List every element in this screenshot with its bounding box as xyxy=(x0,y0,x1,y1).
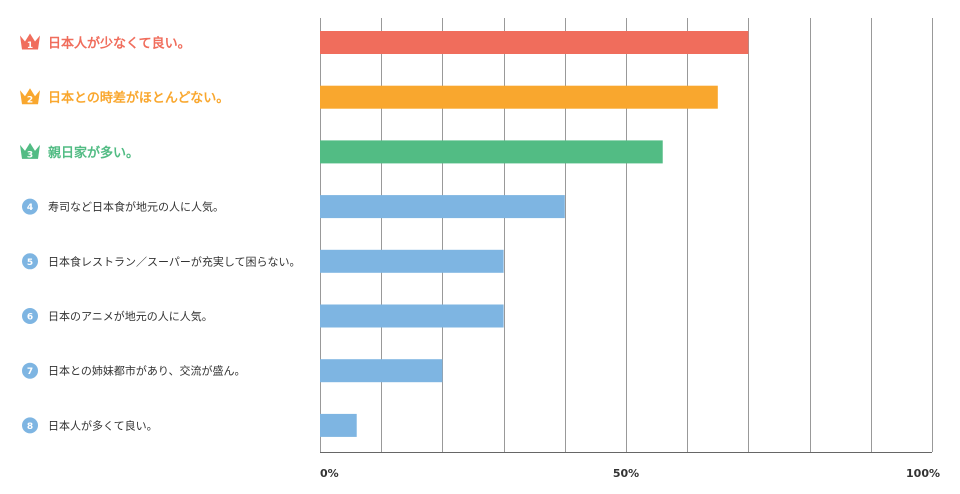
bar-4 xyxy=(320,195,565,219)
bars xyxy=(320,31,749,437)
rank-number: 1 xyxy=(27,41,33,51)
rank-circle-icon: 4 xyxy=(22,198,38,215)
crown-icon: 2 xyxy=(20,88,40,106)
bar-5 xyxy=(320,249,504,273)
rank-number: 3 xyxy=(27,150,33,160)
rank-number: 7 xyxy=(27,367,33,377)
category-label-3: 親日家が多い。 xyxy=(48,145,139,161)
rank-number: 5 xyxy=(27,258,33,268)
gridlines xyxy=(320,18,933,453)
category-label-6: 日本のアニメが地元の人に人気。 xyxy=(48,309,213,323)
rank-circle-icon: 8 xyxy=(22,417,38,434)
rank-circle-icon: 5 xyxy=(22,253,38,270)
bar-1 xyxy=(320,31,749,54)
category-label-1: 日本人が少なくて良い。 xyxy=(48,36,191,52)
rank-number: 8 xyxy=(27,422,33,432)
crown-icon: 3 xyxy=(20,142,40,160)
bar-8 xyxy=(320,413,357,437)
bar-2 xyxy=(320,85,718,109)
x-tick-label-0: 0% xyxy=(320,467,339,480)
rank-circle-icon: 6 xyxy=(22,308,38,324)
category-label-5: 日本食レストラン／スーパーが充実して困らない。 xyxy=(48,254,301,268)
crown-icon: 1 xyxy=(20,33,40,51)
rank-circle-icon: 7 xyxy=(22,362,38,379)
category-label-8: 日本人が多くて良い。 xyxy=(48,418,158,432)
bar-7 xyxy=(320,359,443,383)
category-label-2: 日本との時差がほとんどない。 xyxy=(48,90,229,106)
x-axis-ticks: 0% 50% 100% xyxy=(320,467,940,480)
x-tick-label-50: 50% xyxy=(613,467,639,480)
rank-number: 2 xyxy=(27,96,33,106)
category-label-7: 日本との姉妹都市があり、交流が盛ん。 xyxy=(48,364,245,378)
x-tick-label-100: 100% xyxy=(906,467,940,480)
bar-3 xyxy=(320,140,663,164)
rank-number: 4 xyxy=(27,203,33,213)
bar-6 xyxy=(320,304,504,328)
category-labels: 1 日本人が少なくて良い。 2 日本との時差がほとんどない。 3 親日家が多い。 4 寿司など… xyxy=(20,33,301,434)
category-label-4: 寿司など日本食が地元の人に人気。 xyxy=(48,200,224,214)
rank-number: 6 xyxy=(27,313,33,323)
